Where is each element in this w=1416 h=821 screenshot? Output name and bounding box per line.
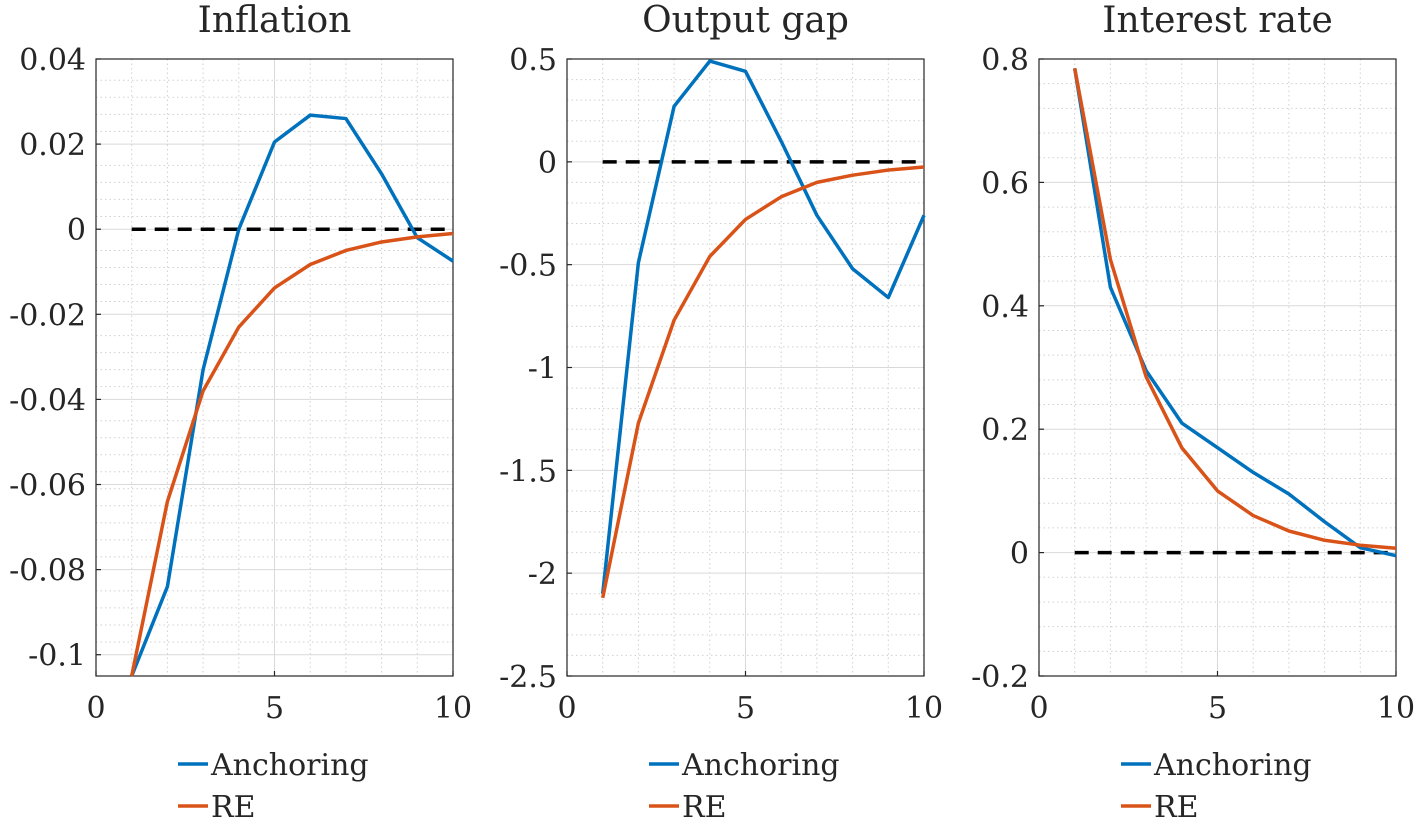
legend: Anchoring RE	[649, 748, 840, 821]
x-tick-label: 5	[736, 691, 755, 726]
tick-marks	[566, 58, 925, 677]
legend-label: RE	[1154, 790, 1199, 821]
y-tick-label: 0	[67, 213, 86, 248]
y-tick-label: 0.8	[981, 43, 1029, 78]
x-tick-label: 0	[86, 691, 105, 726]
tick-marks	[95, 58, 454, 676]
legend-label: Anchoring	[210, 748, 369, 783]
y-tick-label: -0.06	[9, 469, 86, 504]
y-tick-label: 0.5	[509, 43, 557, 78]
y-tick-label: -0.08	[9, 554, 86, 589]
chart-panel-1: 0 5 10 -2.5 -2 -1.5 -1 -0.5 0 0.5 Output gap Anchor…	[499, 0, 943, 821]
legend-label: RE	[682, 790, 727, 821]
series-line-anchoring	[600, 59, 926, 594]
minor-grid	[96, 59, 453, 676]
y-tick-label: -2	[528, 557, 557, 592]
y-tick-label: 0.4	[981, 290, 1029, 325]
major-grid	[1039, 59, 1396, 676]
y-tick-label: 0	[538, 146, 557, 181]
minor-grid	[1039, 59, 1396, 676]
legend-label: Anchoring	[1153, 748, 1312, 783]
tick-marks	[1038, 58, 1397, 677]
x-tick-label: 10	[905, 691, 943, 726]
x-tick-label: 0	[1029, 691, 1048, 726]
x-tick-label: 10	[1377, 691, 1415, 726]
y-tick-label: -1	[528, 352, 557, 387]
y-tick-label: 0.2	[981, 413, 1029, 448]
series-line-re	[129, 231, 454, 677]
series-line-re	[1072, 67, 1397, 551]
major-grid	[567, 59, 924, 676]
y-tick-label: 0.6	[981, 166, 1029, 201]
series-line-anchoring	[130, 113, 454, 677]
y-tick-label: -0.02	[9, 298, 86, 333]
x-tick-label: 0	[557, 691, 576, 726]
legend-label: Anchoring	[681, 748, 840, 783]
series-line-anchoring	[1072, 67, 1397, 558]
series-line-re	[600, 165, 925, 599]
y-tick-label: -0.04	[9, 383, 86, 418]
chart-title: Output gap	[642, 0, 849, 41]
x-tick-label: 5	[1208, 691, 1227, 726]
chart-title: Interest rate	[1102, 0, 1333, 41]
x-tick-label: 5	[265, 691, 284, 726]
y-tick-label: 0.02	[19, 128, 86, 163]
legend: Anchoring RE	[1121, 748, 1312, 821]
chart-title: Inflation	[198, 0, 352, 41]
chart-panel-0: 0 5 10 -0.1 -0.08 -0.06 -0.04 -0.02 0 0.02 0.04 Inf…	[9, 0, 472, 821]
x-tick-label: 10	[434, 691, 472, 726]
legend-label: RE	[211, 790, 256, 821]
y-tick-label: -2.5	[499, 660, 557, 695]
y-tick-label: 0.04	[19, 43, 86, 78]
y-tick-label: -0.1	[28, 639, 86, 674]
y-tick-label: -1.5	[499, 454, 557, 489]
legend: Anchoring RE	[178, 748, 369, 821]
y-tick-label: -0.2	[971, 660, 1029, 695]
y-tick-label: 0	[1010, 537, 1029, 572]
y-tick-label: -0.5	[499, 249, 557, 284]
